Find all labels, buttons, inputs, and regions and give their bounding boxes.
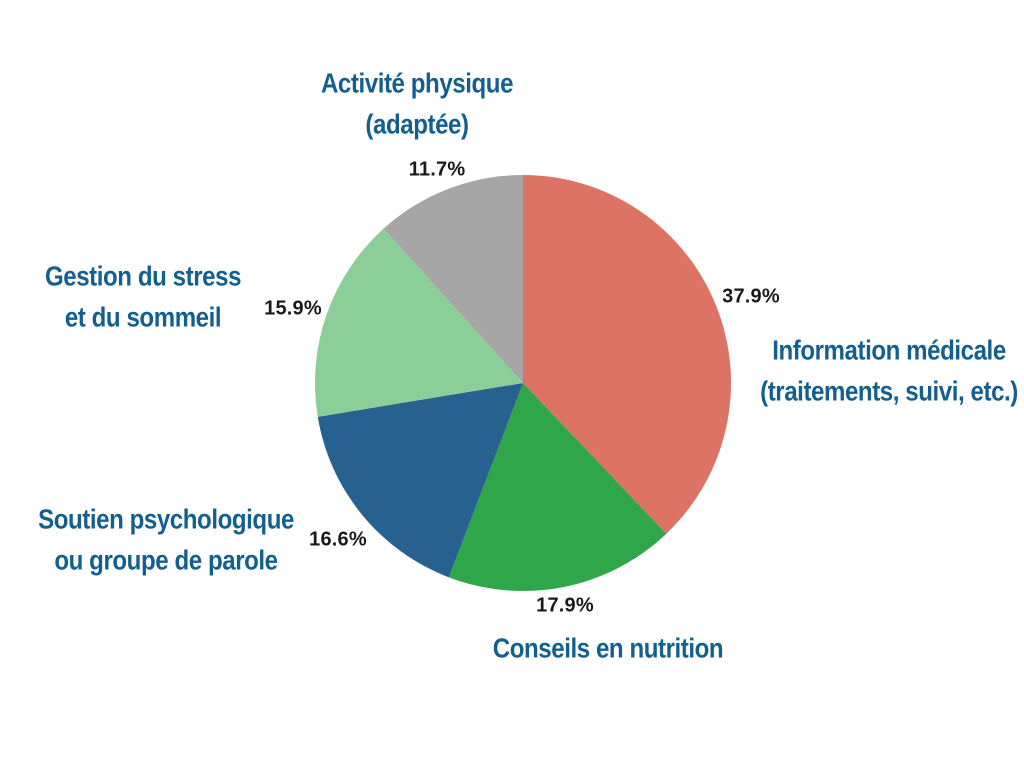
slice-label-activite-physique: Activité physique (adaptée): [305, 63, 528, 144]
pie-slice-gestion-stress: [315, 228, 523, 417]
slice-label-line: ou groupe de parole: [54, 544, 278, 575]
slice-label-conseils-nutrition: Conseils en nutrition: [474, 629, 742, 670]
slice-label-line: Information médicale: [772, 334, 1006, 366]
slice-pct-conseils-nutrition: 17.9%: [536, 594, 594, 617]
slice-label-information-medicale: Information médicale (traitements, suivi…: [739, 330, 1024, 411]
slice-label-line: Activité physique: [320, 67, 514, 99]
slice-label-line: Conseils en nutrition: [492, 632, 724, 664]
pie-slice-activite-physique: [383, 175, 523, 383]
slice-label-line: et du sommeil: [64, 301, 222, 332]
slice-pct-soutien-psychologique: 16.6%: [309, 528, 367, 551]
pie-slice-soutien-psychologique: [317, 383, 523, 578]
pie-slice-information-medicale: [523, 175, 732, 534]
slice-label-gestion-stress: Gestion du stress et du sommeil: [29, 256, 257, 337]
slice-label-soutien-psychologique: Soutien psychologique ou groupe de parol…: [17, 499, 315, 580]
pie-slice-conseils-nutrition: [448, 383, 667, 592]
slice-pct-activite-physique: 11.7%: [408, 158, 466, 181]
slice-pct-gestion-stress: 15.9%: [264, 297, 322, 320]
slice-label-line: Gestion du stress: [44, 260, 242, 292]
slice-label-line: (adaptée): [365, 108, 469, 139]
slice-pct-information-medicale: 37.9%: [722, 285, 780, 308]
slice-label-line: (traitements, suivi, etc.): [760, 375, 1018, 406]
slice-label-line: Soutien psychologique: [38, 503, 294, 535]
